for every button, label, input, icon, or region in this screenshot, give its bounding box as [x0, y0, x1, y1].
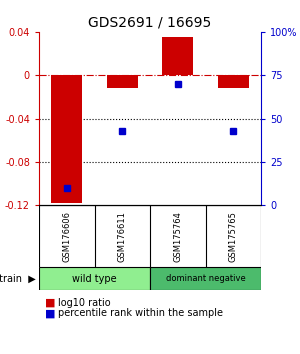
Text: percentile rank within the sample: percentile rank within the sample	[58, 308, 224, 318]
Text: strain  ▶: strain ▶	[0, 274, 36, 284]
Text: ■: ■	[45, 298, 56, 308]
Bar	[163, 37, 193, 75]
Bar	[52, 75, 82, 203]
Text: dominant negative: dominant negative	[166, 274, 245, 283]
Bar	[39, 267, 150, 290]
Text: GSM176606: GSM176606	[62, 211, 71, 262]
Text: GSM175765: GSM175765	[229, 211, 238, 262]
Text: ■: ■	[45, 308, 56, 318]
Text: GSM175764: GSM175764	[173, 211, 182, 262]
Bar	[107, 75, 137, 88]
Bar	[218, 75, 248, 88]
Text: log10 ratio: log10 ratio	[58, 298, 111, 308]
Text: wild type: wild type	[72, 274, 117, 284]
Text: GSM176611: GSM176611	[118, 211, 127, 262]
Bar	[150, 267, 261, 290]
Text: GDS2691 / 16695: GDS2691 / 16695	[88, 16, 212, 30]
